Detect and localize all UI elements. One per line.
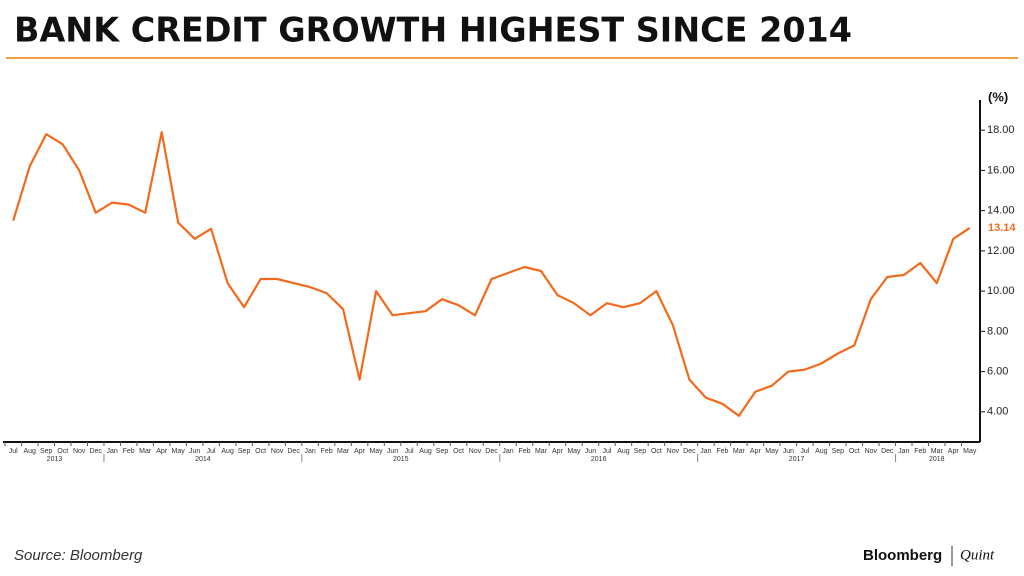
x-tick-label: Apr [354,448,366,455]
x-tick-label: Feb [518,448,530,455]
x-tick-label: Mar [139,448,152,455]
y-tick-label: 8.00 [987,325,1008,337]
x-tick-label: Aug [815,448,828,455]
y-tick-label: 10.00 [987,285,1015,297]
x-tick-label: Oct [57,448,68,455]
x-tick-label: Aug [221,448,234,455]
x-tick-label: May [765,448,779,455]
last-value-label: 13.14 [988,222,1016,234]
x-tick-label: Jan [898,448,909,455]
y-tick-label: 6.00 [987,365,1008,377]
year-label: 2014 [195,456,211,463]
x-tick-label: Sep [436,448,449,455]
x-tick-label: Oct [849,448,860,455]
year-label: 2013 [47,456,63,463]
x-tick-label: Sep [238,448,251,455]
x-tick-label: Dec [287,448,300,455]
x-tick-label: Nov [865,448,878,455]
plot: 4.00 6.00 8.00 10.00 12.00 14.00 16.00 18.00 Jul… [3,100,1021,463]
y-tick-label: 12.00 [987,245,1015,257]
title: BANK CREDIT GROWTH HIGHEST SINCE 2014 [14,11,852,51]
x-tick-label: May [369,448,383,455]
year-label: 2017 [789,456,805,463]
year-label: 2018 [929,456,945,463]
y-tick-label: 4.00 [987,406,1008,418]
x-tick-label: Jul [405,448,414,455]
x-tick-label: Nov [271,448,284,455]
x-tick-label: Nov [469,448,482,455]
x-tick-label: Apr [750,448,762,455]
x-tick-label: Feb [716,448,728,455]
x-tick-label: Jan [304,448,315,455]
x-tick-label: May [567,448,581,455]
x-tick-label: Dec [485,448,498,455]
x-tick-label: May [963,448,977,455]
x-tick-label: Jun [387,448,398,455]
year-label: 2015 [393,456,409,463]
line [12,131,971,417]
x-tick-label: Oct [453,448,464,455]
x-tick-label: Sep [40,448,53,455]
x-tick-label: Aug [24,448,37,455]
x-tick-label: Dec [89,448,102,455]
x-tick-label: Nov [667,448,680,455]
x-tick-label: Apr [552,448,564,455]
x-tick-label: Jan [107,448,118,455]
x-tick-label: Dec [881,448,894,455]
y-tick-label: 16.00 [987,164,1015,176]
x-tick-label: Apr [948,448,960,455]
x-tick-label: Feb [914,448,926,455]
x-tick-label: Oct [651,448,662,455]
brand: Bloomberg [863,547,942,564]
x-tick-label: Jun [585,448,596,455]
y-axis-label: (%) [988,89,1008,104]
x-tick-label: Apr [156,448,168,455]
x-tick-label: May [172,448,186,455]
y-tick-label: 14.00 [987,205,1015,217]
x-tick-label: Jul [207,448,216,455]
x-tick-label: Jul [602,448,611,455]
x-tick-label: Jun [189,448,200,455]
x-tick-label: Oct [255,448,266,455]
x-tick-label: Nov [73,448,86,455]
x-tick-label: Jan [700,448,711,455]
y-tick-label: 18.00 [987,124,1015,136]
x-tick-label: Jul [800,448,809,455]
x-tick-label: Aug [419,448,432,455]
x-tick-label: Feb [123,448,135,455]
x-tick-label: Mar [535,448,548,455]
brand2: Quint [960,547,995,563]
x-tick-label: Sep [832,448,845,455]
x-tick-label: Jan [502,448,513,455]
source: Source: Bloomberg [14,547,143,564]
x-tick-label: Mar [931,448,944,455]
x-tick-label: Jun [783,448,794,455]
x-tick-label: Feb [321,448,333,455]
x-tick-label: Sep [634,448,647,455]
last-value-bg [983,220,1021,235]
x-tick-label: Mar [337,448,350,455]
x-tick-label: Jul [9,448,18,455]
x-tick-label: Mar [733,448,746,455]
x-tick-label: Dec [683,448,696,455]
year-label: 2016 [591,456,607,463]
x-tick-label: Aug [617,448,630,455]
